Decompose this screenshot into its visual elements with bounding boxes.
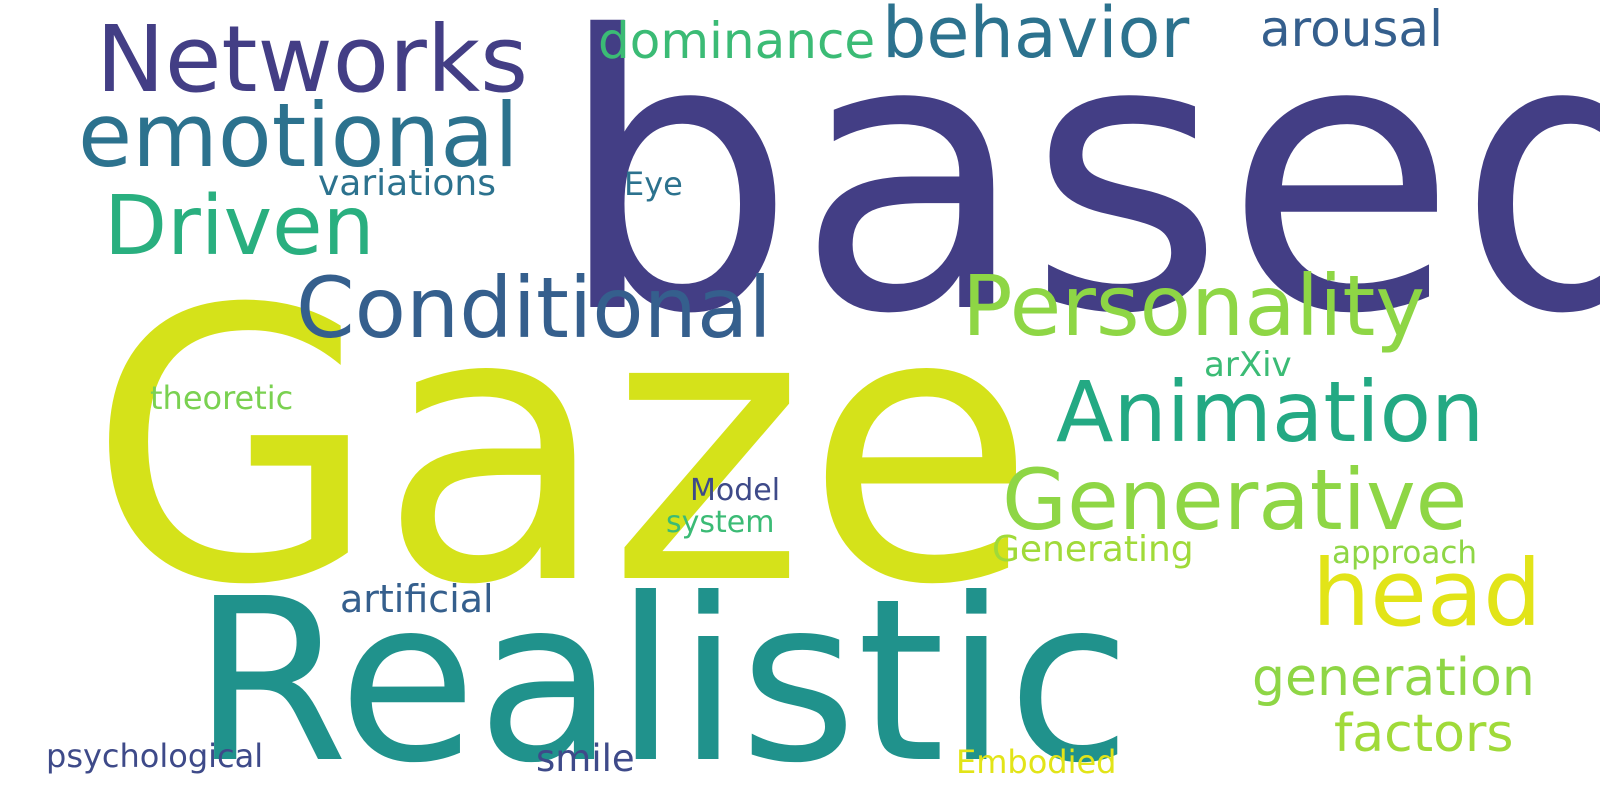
- word-theoretic: theoretic: [150, 379, 294, 417]
- word-behavior: behavior: [882, 0, 1190, 74]
- word-psychological: psychological: [46, 737, 264, 775]
- word-emotional: emotional: [78, 84, 519, 187]
- word-variations: variations: [318, 163, 496, 204]
- word-driven: Driven: [104, 179, 375, 274]
- word-arousal: arousal: [1260, 0, 1443, 58]
- word-factors: factors: [1334, 704, 1514, 764]
- word-networks: Networks: [96, 6, 529, 113]
- word-generating: Generating: [992, 529, 1194, 570]
- word-based: based: [556, 0, 1600, 397]
- word-system: system: [666, 505, 775, 540]
- word-realistic: Realistic: [192, 551, 1132, 800]
- word-smile: smile: [536, 737, 635, 780]
- word-head: head: [1312, 540, 1542, 647]
- word-generative: Generative: [1002, 451, 1468, 549]
- word-generation: generation: [1252, 648, 1535, 708]
- word-dominance: dominance: [598, 12, 876, 70]
- word-embodied: Embodied: [956, 743, 1117, 781]
- word-artificial: artificial: [340, 577, 494, 621]
- word-arxiv: arXiv: [1204, 345, 1292, 385]
- word-adversarial: Adversarial: [0, 164, 13, 616]
- word-animation: Animation: [1056, 363, 1485, 461]
- word-gaze: Gaze: [88, 231, 1036, 667]
- word-approach: approach: [1332, 535, 1478, 571]
- word-personality: Personality: [962, 257, 1426, 355]
- word-eye: Eye: [624, 165, 683, 203]
- word-model: Model: [690, 473, 781, 508]
- word-conditional: Conditional: [296, 259, 772, 357]
